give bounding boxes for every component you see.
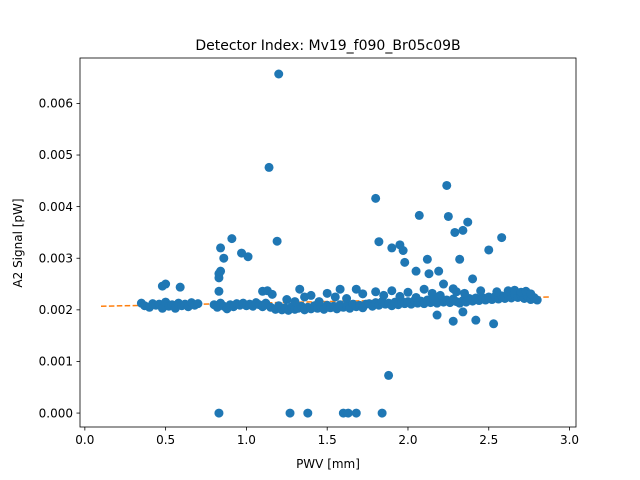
data-point — [458, 307, 468, 317]
chart-title: Detector Index: Mv19_f090_Br05c09B — [195, 38, 460, 54]
y-tick-label: 0.006 — [39, 97, 73, 111]
data-point — [285, 408, 295, 418]
data-point — [432, 310, 442, 320]
data-point — [295, 284, 305, 294]
data-point — [343, 408, 353, 418]
data-point — [476, 286, 486, 296]
data-point — [161, 279, 171, 289]
data-point — [450, 227, 460, 237]
data-point — [322, 288, 332, 298]
data-point — [377, 408, 387, 418]
x-tick-label: 2.0 — [398, 433, 417, 447]
data-point — [422, 254, 432, 264]
data-point — [351, 408, 361, 418]
data-point — [243, 252, 253, 262]
data-point — [314, 297, 324, 307]
data-point — [335, 284, 345, 294]
x-axis-ticks: 0.0 0.5 1.0 1.5 2.0 2.5 3.0 — [75, 427, 579, 447]
data-point — [358, 289, 368, 299]
x-tick-label: 1.0 — [237, 433, 256, 447]
data-point — [274, 69, 284, 79]
data-point — [330, 292, 340, 302]
data-point — [460, 288, 470, 298]
x-axis-label: PWV [mm] — [296, 457, 360, 471]
data-point — [227, 234, 237, 244]
data-point — [290, 297, 300, 307]
data-point — [216, 266, 226, 276]
data-point — [443, 211, 453, 221]
data-point — [484, 245, 494, 255]
data-point — [342, 294, 352, 303]
data-point — [400, 257, 410, 267]
data-point — [463, 217, 473, 227]
data-point — [371, 287, 381, 297]
data-point — [264, 162, 274, 172]
y-tick-label: 0.001 — [39, 355, 73, 369]
plot-area — [80, 58, 576, 427]
data-point — [492, 287, 502, 297]
data-point — [403, 287, 413, 297]
data-point — [193, 299, 203, 309]
data-point — [384, 370, 394, 380]
data-point — [214, 408, 224, 418]
data-point — [398, 246, 408, 255]
data-point — [468, 274, 478, 284]
x-tick-label: 2.5 — [479, 433, 498, 447]
data-point — [419, 284, 429, 294]
data-point — [411, 292, 421, 302]
data-point — [306, 290, 316, 300]
data-point — [471, 315, 481, 325]
data-point — [429, 295, 439, 305]
data-point — [216, 243, 226, 253]
data-point — [455, 254, 465, 264]
data-point — [379, 290, 389, 300]
x-tick-label: 0.5 — [156, 433, 175, 447]
y-tick-label: 0.005 — [39, 148, 73, 162]
y-tick-label: 0.004 — [39, 200, 73, 214]
y-tick-label: 0.000 — [39, 406, 73, 420]
data-point — [219, 253, 229, 263]
data-point — [387, 286, 397, 296]
data-point — [424, 269, 434, 279]
data-point — [451, 287, 461, 297]
data-point — [458, 225, 468, 235]
data-point — [351, 284, 361, 294]
data-point — [374, 237, 384, 247]
y-tick-label: 0.002 — [39, 303, 73, 317]
data-point — [387, 243, 397, 253]
data-point — [448, 316, 458, 326]
data-point — [489, 319, 499, 329]
data-point — [175, 282, 185, 292]
x-tick-label: 3.0 — [560, 433, 579, 447]
data-point — [526, 289, 536, 299]
data-point — [395, 291, 405, 301]
data-point — [303, 408, 313, 418]
plot-frame — [79, 57, 577, 428]
data-point — [282, 295, 292, 305]
data-point — [414, 210, 424, 220]
data-point — [435, 290, 445, 300]
data-point — [434, 266, 444, 276]
data-point — [503, 286, 513, 296]
x-tick-label: 0.0 — [75, 433, 94, 447]
data-point — [439, 279, 449, 289]
data-point — [497, 233, 507, 243]
data-point — [371, 193, 381, 203]
y-axis-label: A2 Signal [pW] — [11, 198, 25, 287]
data-point — [411, 266, 421, 276]
y-axis-ticks: 0.000 0.001 0.002 0.003 0.004 0.005 0.006 — [39, 97, 80, 420]
y-tick-label: 0.003 — [39, 251, 73, 265]
data-point — [267, 289, 277, 299]
data-point — [532, 295, 542, 305]
points-layer — [136, 69, 542, 418]
data-point — [272, 236, 282, 246]
data-point — [214, 286, 224, 296]
data-point — [442, 180, 452, 190]
x-tick-label: 1.5 — [318, 433, 337, 447]
